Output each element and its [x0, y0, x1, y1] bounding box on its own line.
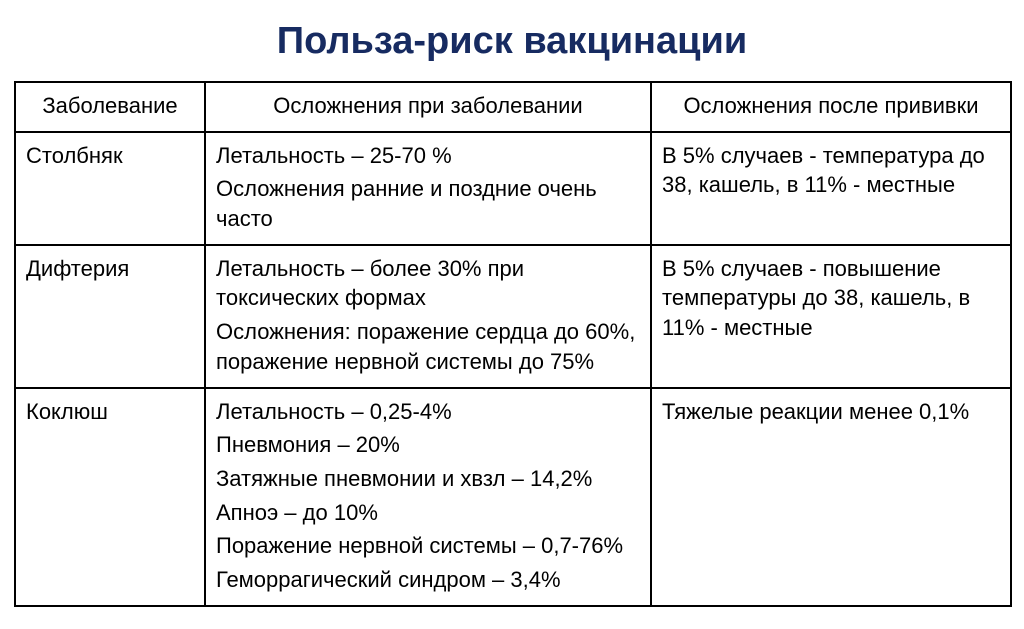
complication-line: Затяжные пневмонии и хвзл – 14,2%	[216, 464, 640, 494]
cell-disease: Столбняк	[15, 132, 205, 245]
table-row: СтолбнякЛетальность – 25-70 %Осложнения …	[15, 132, 1011, 245]
table-header-row: Заболевание Осложнения при заболевании О…	[15, 82, 1011, 132]
cell-complications-vaccine: Тяжелые реакции менее 0,1%	[651, 388, 1011, 606]
page-title: Польза-риск вакцинации	[14, 20, 1010, 63]
complication-line: Геморрагический синдром – 3,4%	[216, 565, 640, 595]
complication-line: В 5% случаев - температура до 38, кашель…	[662, 141, 1000, 200]
table-row: КоклюшЛетальность – 0,25-4%Пневмония – 2…	[15, 388, 1011, 606]
col-header-complications-disease: Осложнения при заболевании	[205, 82, 651, 132]
cell-complications-disease: Летальность – более 30% при токсических …	[205, 245, 651, 388]
cell-complications-disease: Летальность – 0,25-4%Пневмония – 20% Затя…	[205, 388, 651, 606]
cell-complications-vaccine: В 5% случаев - температура до 38, кашель…	[651, 132, 1011, 245]
complication-line: Летальность – 0,25-4%	[216, 397, 640, 427]
col-header-disease: Заболевание	[15, 82, 205, 132]
cell-disease: Дифтерия	[15, 245, 205, 388]
cell-disease: Коклюш	[15, 388, 205, 606]
complication-line: Осложнения ранние и поздние очень часто	[216, 174, 640, 233]
table-body: СтолбнякЛетальность – 25-70 %Осложнения …	[15, 132, 1011, 606]
risk-benefit-table: Заболевание Осложнения при заболевании О…	[14, 81, 1012, 607]
col-header-complications-vaccine: Осложнения после прививки	[651, 82, 1011, 132]
complication-line: Поражение нервной системы – 0,7-76%	[216, 531, 640, 561]
table-row: ДифтерияЛетальность – более 30% при токс…	[15, 245, 1011, 388]
page: Польза-риск вакцинации Заболевание Ослож…	[0, 0, 1024, 629]
complication-line: Апноэ – до 10%	[216, 498, 640, 528]
complication-line: Летальность – 25-70 %	[216, 141, 640, 171]
cell-complications-vaccine: В 5% случаев - повышение температуры до …	[651, 245, 1011, 388]
complication-line: Пневмония – 20%	[216, 430, 640, 460]
complication-line: В 5% случаев - повышение температуры до …	[662, 254, 1000, 343]
complication-line: Летальность – более 30% при токсических …	[216, 254, 640, 313]
cell-complications-disease: Летальность – 25-70 %Осложнения ранние и…	[205, 132, 651, 245]
complication-line: Осложнения: поражение сердца до 60%, пор…	[216, 317, 640, 376]
complication-line: Тяжелые реакции менее 0,1%	[662, 397, 1000, 427]
